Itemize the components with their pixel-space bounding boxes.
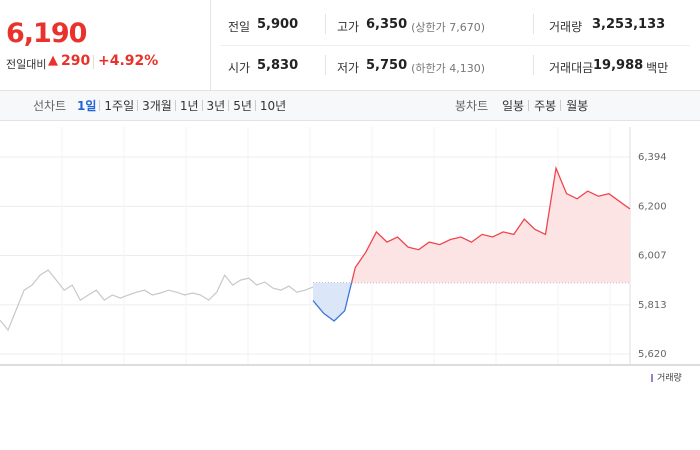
header: [0, 0, 700, 91]
sep: [201, 100, 203, 111]
legend-swatch: [651, 374, 653, 382]
stat-label: 고가: [337, 20, 360, 34]
stat-note: (상한가 7,670): [411, 21, 486, 34]
stat-unit: 백만: [646, 61, 669, 75]
period-tab[interactable]: 1년: [179, 99, 199, 113]
area-up: [351, 168, 630, 283]
y-tick-label: 6,200: [638, 201, 667, 212]
period-tab[interactable]: 1일: [77, 99, 97, 113]
tab-label: 선차트: [33, 99, 67, 113]
stat-value: 3,253,133: [592, 17, 666, 32]
area-down: [313, 282, 630, 321]
period-tab[interactable]: 1주일: [104, 99, 135, 113]
sep: [560, 100, 562, 111]
y-tick-label: 5,813: [638, 300, 667, 311]
line: [0, 269, 314, 332]
stat-label: 시가: [228, 61, 251, 75]
stat-value: 6,350: [366, 17, 408, 32]
y-tick-label: 6,394: [638, 152, 667, 163]
divider: [533, 55, 534, 75]
up-arrow: ▲: [48, 53, 58, 68]
sep: [99, 100, 101, 111]
sep: [174, 100, 176, 111]
period-tab[interactable]: 3개월: [142, 99, 172, 113]
sep: [254, 100, 256, 111]
divider: [325, 14, 326, 34]
divider: [533, 14, 534, 34]
candle-tab[interactable]: 일봉: [502, 99, 525, 113]
stat-value: 5,900: [257, 17, 299, 32]
period-tab[interactable]: 3년: [206, 99, 226, 113]
period-tab[interactable]: 10년: [259, 99, 287, 113]
divider: [220, 45, 690, 46]
change: 290: [61, 53, 91, 69]
line-up: [350, 165, 631, 283]
sep: [137, 100, 139, 111]
stat-value: 5,750: [366, 58, 408, 73]
sep: [93, 55, 94, 69]
y-tick-label: 5,620: [638, 349, 667, 360]
stat-value: 19,988: [593, 58, 644, 73]
y-tick-label: 6,007: [638, 251, 667, 262]
tab-label: 봉차트: [455, 99, 489, 113]
change-label: 전일대비: [6, 58, 47, 71]
tab-bar: [0, 91, 700, 121]
period-tab[interactable]: 5년: [233, 99, 252, 113]
stat-label: 전일: [228, 20, 251, 34]
divider: [325, 55, 326, 75]
stat-note: (하한가 4,130): [411, 62, 486, 75]
sep: [528, 100, 530, 111]
stat-value: 5,830: [257, 58, 299, 73]
sep: [228, 100, 230, 111]
candle-tab[interactable]: 주봉: [534, 99, 557, 113]
volume-label: 거래량: [657, 372, 682, 384]
stat-label: 거래대금: [549, 61, 594, 75]
change-pct: +4.92%: [98, 53, 159, 69]
stat-label: 저가: [337, 61, 360, 75]
candle-tab[interactable]: 월봉: [566, 99, 589, 113]
price: 6,190: [6, 18, 87, 49]
divider: [210, 0, 211, 90]
stat-label: 거래량: [549, 20, 583, 34]
